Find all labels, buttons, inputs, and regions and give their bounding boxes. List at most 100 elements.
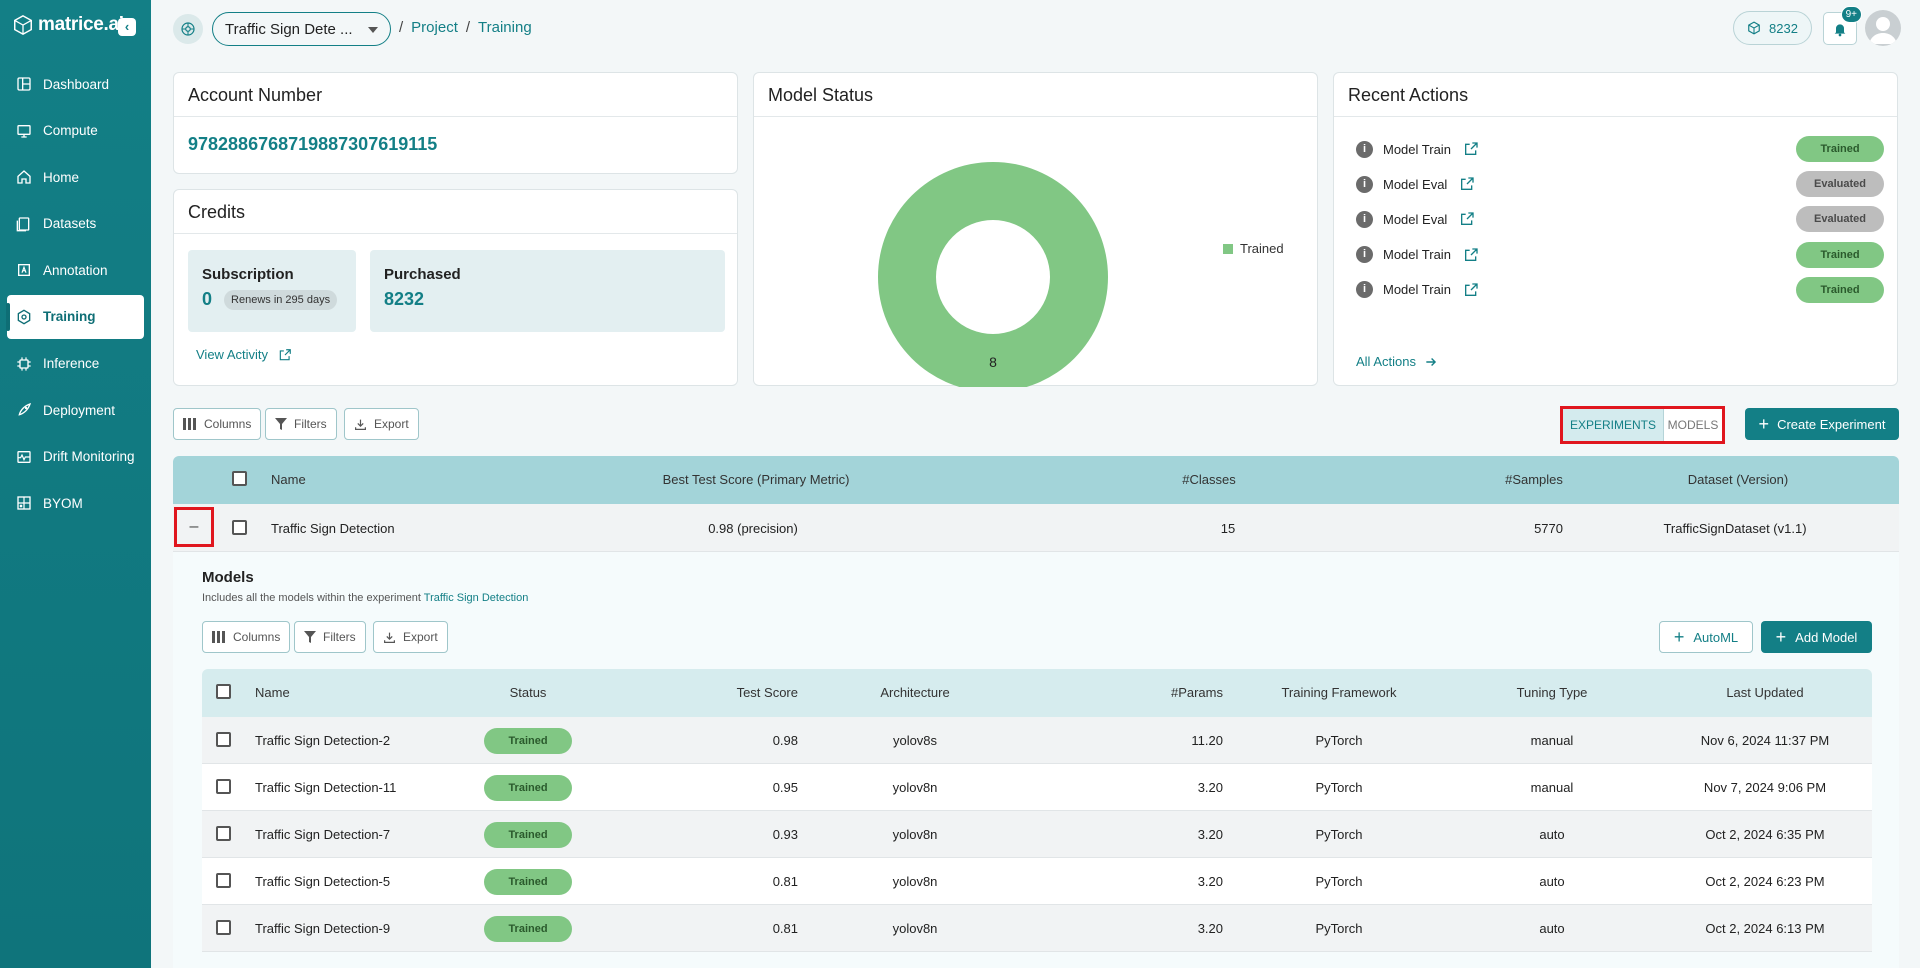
row-checkbox[interactable] [216,920,231,935]
status-badge: Trained [484,728,572,754]
arrow-right-icon [1426,357,1437,366]
models-tab[interactable]: MODELS [1667,418,1719,432]
create-experiment-label: Create Experiment [1777,416,1886,432]
project-icon [173,14,203,44]
model-last-updated: Nov 6, 2024 11:37 PM [1700,733,1830,748]
experiments-table-header: Name Best Test Score (Primary Metric) #C… [173,456,1899,504]
external-link-icon[interactable] [1459,211,1475,227]
experiment-link[interactable]: Traffic Sign Detection [423,592,529,604]
breadcrumb-project[interactable]: Project [411,19,458,36]
model-framework: PyTorch [1315,921,1363,936]
collapse-row-button[interactable]: – [174,507,214,547]
notifications-button[interactable]: 9+ [1823,6,1862,45]
models-columns-button[interactable]: Columns [202,621,291,653]
card-title: Account Number [174,73,737,117]
models-title: Models [202,569,254,586]
table-row[interactable]: Traffic Sign Detection-11 Trained 0.95 yolo… [202,764,1872,811]
model-architecture: yolov8n [892,874,938,889]
pie-slice[interactable] [878,162,1108,387]
card-title: Credits [174,190,737,234]
external-link-icon[interactable] [1459,176,1475,192]
add-model-button[interactable]: + Add Model [1761,621,1872,653]
sidebar-item-deployment[interactable]: Deployment [7,388,144,432]
status-badge: Trained [484,822,572,848]
select-all-models-checkbox[interactable] [216,684,231,699]
col-framework: Training Framework [1281,685,1397,700]
add-model-label: Add Model [1795,629,1858,645]
model-test-score: 0.81 [772,874,798,889]
col-status: Status [509,685,547,700]
sidebar-item-label: Home [43,169,80,185]
table-row[interactable]: Traffic Sign Detection-7 Trained 0.93 yolov… [202,811,1872,858]
experiment-score: 0.98 (precision) [708,521,798,536]
view-toggle: EXPERIMENTS MODELS [1560,406,1725,444]
status-badge: Trained [1796,276,1884,303]
status-badge: Trained [1796,241,1884,268]
export-icon [355,419,366,430]
experiment-dataset: TrafficSignDataset (v1.1) [1663,521,1807,536]
model-status-card: Model Status 8 Trained [753,72,1318,387]
all-actions-link[interactable]: All Actions [1356,354,1438,369]
table-row[interactable]: Traffic Sign Detection-2 Trained 0.98 yolov… [202,717,1872,764]
filter-icon [304,631,316,643]
sidebar-item-training[interactable]: Training [6,294,144,339]
account-number: 97828867687198873076191​15 [188,134,438,154]
row-checkbox[interactable] [216,732,231,747]
logo[interactable]: matrice.ai [12,14,124,36]
models-export-button[interactable]: Export [373,621,448,653]
credits-pill[interactable]: 8232 [1733,11,1812,45]
model-test-score: 0.95 [772,780,798,795]
avatar[interactable] [1865,10,1901,46]
sidebar-item-byom[interactable]: BYOM [7,481,144,525]
sidebar-item-label: Datasets [43,216,97,232]
recent-action-label: Model Train [1383,282,1451,298]
breadcrumb-training[interactable]: Training [478,19,532,36]
external-link-icon[interactable] [1463,141,1479,157]
external-link-icon[interactable] [1463,247,1479,263]
status-badge: Trained [484,916,572,942]
col-dataset: Dataset (Version) [1687,472,1789,487]
row-checkbox[interactable] [216,779,231,794]
experiments-tab[interactable]: EXPERIMENTS [1563,409,1664,441]
col-best-score: Best Test Score (Primary Metric) [662,472,850,487]
automl-button[interactable]: + AutoML [1659,621,1753,653]
model-architecture: yolov8n [892,827,938,842]
breadcrumb-sep: / [465,19,471,36]
status-badge: Evaluated [1796,206,1884,233]
sidebar-item-drift-monitoring[interactable]: Drift Monitoring [7,435,144,479]
table-row[interactable]: Traffic Sign Detection-9 Trained 0.81 yolov… [202,905,1872,952]
select-all-checkbox[interactable] [232,471,247,486]
models-filters-button[interactable]: Filters [294,621,366,653]
collapse-sidebar-button[interactable]: ‹ [118,18,136,36]
info-icon: i [1356,210,1373,228]
export-label: Export [374,417,409,431]
filters-button[interactable]: Filters [265,408,337,440]
model-test-score: 0.93 [772,827,798,842]
row-checkbox[interactable] [216,826,231,841]
sidebar-item-dashboard[interactable]: Dashboard [7,62,144,106]
external-link-icon[interactable] [1463,282,1479,298]
sidebar-item-inference[interactable]: Inference [7,342,144,386]
filter-icon [275,418,287,430]
experiment-row[interactable]: Traffic Sign Detection 0.98 (precision) … [173,504,1899,552]
project-select[interactable]: Traffic Sign Dete ... [212,12,391,46]
info-icon: i [1356,140,1373,158]
row-checkbox[interactable] [232,520,247,535]
chart-legend: Trained [1223,241,1284,256]
models-table: Name Status Test Score Architecture #Par… [202,669,1872,952]
columns-button[interactable]: Columns [173,408,262,440]
create-experiment-button[interactable]: + Create Experiment [1745,408,1899,440]
sidebar-item-label: Annotation [43,262,108,278]
sidebar-item-home[interactable]: Home [7,155,144,199]
export-button[interactable]: Export [344,408,419,440]
sidebar-nav: Dashboard Compute Home Datasets Annotation Tr… [0,62,151,528]
sidebar-item-annotation[interactable]: Annotation [7,248,144,292]
model-test-score: 0.98 [772,733,798,748]
sidebar-item-datasets[interactable]: Datasets [7,202,144,246]
view-activity-link[interactable]: View Activity [196,347,292,362]
row-checkbox[interactable] [216,873,231,888]
table-row[interactable]: Traffic Sign Detection-5 Trained 0.81 yolov… [202,858,1872,905]
credits-value: 8232 [1769,20,1798,36]
sidebar-item-compute[interactable]: Compute [7,109,144,153]
plus-icon: + [1758,414,1770,434]
